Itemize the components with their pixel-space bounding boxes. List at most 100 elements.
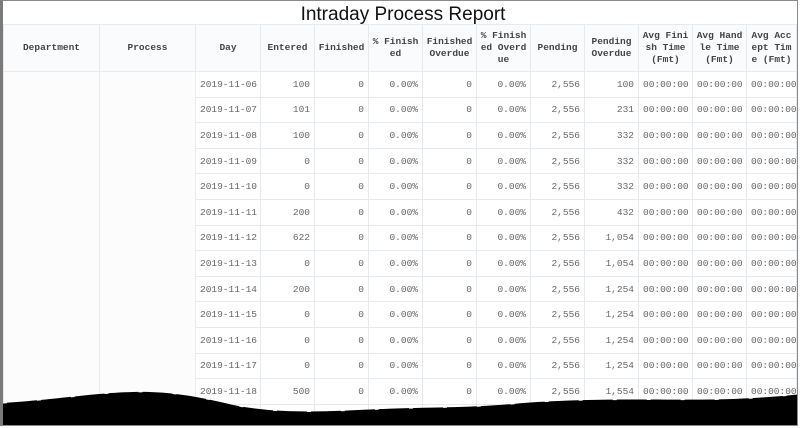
pct-finished-overdue-cell: 0.00% [476, 173, 531, 200]
finished-overdue-cell: 0 [422, 198, 477, 226]
entered-cell: 0 [260, 173, 315, 200]
pending-overdue-cell: 1,254 [584, 275, 639, 303]
day-cell: 2019-11-16 [195, 326, 261, 354]
entered-cell: 100 [260, 71, 315, 98]
avg-handle-time-cell: 00:00:00 [692, 122, 747, 149]
avg-finish-time-cell: 00:00:00 [638, 275, 693, 303]
finished-overdue-cell: 0 [422, 71, 477, 98]
pending-overdue-cell: 1,054 [584, 250, 639, 277]
finished-overdue-cell: 0 [422, 250, 477, 277]
column-header-day[interactable]: Day [195, 24, 261, 72]
column-header-pct-finished-overdue[interactable]: % Finished Overdue [476, 24, 531, 72]
pending-overdue-cell: 1,054 [584, 224, 639, 252]
day-cell: 2019-11-06 [195, 71, 261, 98]
day-cell: 2019-11-07 [195, 96, 261, 124]
avg-handle-time-cell: 00:00:00 [692, 275, 747, 303]
day-cell: 2019-11-10 [195, 173, 261, 200]
table-row: 2019-11-12 622 0 0.00% 0 0.00% 2,556 1,054 00:00… [4, 224, 797, 252]
avg-finish-time-cell: 00:00:00 [638, 301, 693, 328]
column-header-pending-overdue[interactable]: Pending Overdue [584, 24, 639, 72]
entered-cell: 100 [260, 122, 315, 149]
table-row: 2019-11-11 200 0 0.00% 0 0.00% 2,556 432 00:00:0… [4, 198, 797, 226]
avg-handle-time-cell: 00:00:00 [692, 173, 747, 200]
pending-cell: 2,556 [530, 71, 585, 98]
avg-accept-time-cell: 00:00:00 [746, 147, 797, 175]
finished-cell: 0 [314, 301, 369, 328]
torn-edge-decoration [3, 391, 797, 425]
pending-overdue-cell: 332 [584, 122, 639, 149]
avg-accept-time-cell: 00:00:00 [746, 122, 797, 149]
avg-finish-time-cell: 00:00:00 [638, 96, 693, 124]
avg-handle-time-cell: 00:00:00 [692, 326, 747, 354]
column-header-entered[interactable]: Entered [260, 24, 315, 72]
finished-cell: 0 [314, 198, 369, 226]
pct-finished-cell: 0.00% [368, 71, 423, 98]
table-row: 2019-11-18 500 0 0.00% 0 0.00% 2,556 1,554 00:00… [4, 378, 797, 405]
finished-cell: 0 [314, 326, 369, 354]
day-cell: 2019-11-13 [195, 250, 261, 277]
table-row: 2019-11-17 0 0 0.00% 0 0.00% 2,556 1,254 00:00:0… [4, 352, 797, 380]
table-row: 2019-11-10 0 0 0.00% 0 0.00% 2,556 332 00:00:00 0… [4, 173, 797, 200]
column-header-process[interactable]: Process [99, 24, 196, 72]
pct-finished-overdue-cell: 0.00% [476, 224, 531, 252]
pct-finished-overdue-cell: 0.00% [476, 198, 531, 226]
pct-finished-overdue-cell: 0.00% [476, 352, 531, 380]
pct-finished-cell: 0.00% [368, 173, 423, 200]
finished-overdue-cell: 0 [422, 326, 477, 354]
day-cell: 2019-11-15 [195, 301, 261, 328]
entered-cell: 500 [260, 378, 315, 405]
avg-finish-time-cell: 00:00:00 [638, 326, 693, 354]
column-header-pct-finished[interactable]: % Finished [368, 24, 423, 72]
finished-overdue-cell: 0 [422, 378, 477, 405]
avg-accept-time-cell: 00:00:00 [746, 224, 797, 252]
column-header-finished[interactable]: Finished [314, 24, 369, 72]
pct-finished-cell: 0.00% [368, 96, 423, 124]
finished-cell: 0 [314, 122, 369, 149]
column-header-avg-finish-time[interactable]: Avg Finish Time (Fmt) [638, 24, 693, 72]
pending-cell: 2,556 [530, 378, 585, 405]
avg-handle-time-cell: 00:00:00 [692, 352, 747, 380]
pending-cell: 2,556 [530, 198, 585, 226]
finished-cell: 0 [314, 224, 369, 252]
avg-accept-time-cell: 00:00:00 [746, 352, 797, 380]
table-header-row: Department Process Day Entered Finished … [3, 24, 797, 72]
avg-finish-time-cell: 00:00:00 [638, 224, 693, 252]
pending-cell: 2,556 [530, 352, 585, 380]
pct-finished-cell: 0.00% [368, 378, 423, 405]
avg-finish-time-cell: 00:00:00 [638, 250, 693, 277]
pending-cell: 2,556 [530, 122, 585, 149]
table-row: 2019-11-09 0 0 0.00% 0 0.00% 2,556 332 00:00:00 0… [4, 147, 797, 175]
pct-finished-overdue-cell: 0.00% [476, 301, 531, 328]
pct-finished-overdue-cell: 0.00% [476, 275, 531, 303]
column-header-department[interactable]: Department [3, 24, 100, 72]
avg-handle-time-cell: 00:00:00 [692, 301, 747, 328]
pending-overdue-cell: 1,254 [584, 301, 639, 328]
finished-overdue-cell: 0 [422, 224, 477, 252]
column-header-pending[interactable]: Pending [530, 24, 585, 72]
table-row: 2019-11-13 0 0 0.00% 0 0.00% 2,556 1,054 00:00:0… [4, 250, 797, 277]
pct-finished-overdue-cell: 0.00% [476, 250, 531, 277]
pending-cell: 2,556 [530, 326, 585, 354]
avg-handle-time-cell: 00:00:00 [692, 96, 747, 124]
avg-finish-time-cell: 00:00:00 [638, 147, 693, 175]
column-header-avg-accept-time[interactable]: Avg Accept Time (Fmt) [746, 24, 797, 72]
pending-cell: 2,556 [530, 301, 585, 328]
avg-handle-time-cell: 00:00:00 [692, 147, 747, 175]
pct-finished-cell: 0.00% [368, 198, 423, 226]
entered-cell: 0 [260, 301, 315, 328]
table-row: 2019-11-06 100 0 0.00% 0 0.00% 2,556 100 00:00:0… [3, 70, 797, 425]
avg-finish-time-cell: 00:00:00 [638, 71, 693, 98]
column-header-finished-overdue[interactable]: Finished Overdue [422, 24, 477, 72]
entered-cell: 0 [260, 147, 315, 175]
entered-cell: 0 [260, 250, 315, 277]
pct-finished-overdue-cell: 0.00% [476, 96, 531, 124]
pct-finished-cell: 0.00% [368, 224, 423, 252]
pct-finished-cell: 0.00% [368, 122, 423, 149]
table-row: 2019-11-16 0 0 0.00% 0 0.00% 2,556 1,254 00:00:0… [4, 326, 797, 354]
pending-overdue-cell: 1,254 [584, 326, 639, 354]
pending-overdue-cell: 332 [584, 173, 639, 200]
day-cell: 2019-11-09 [195, 147, 261, 175]
avg-handle-time-cell: 00:00:00 [692, 250, 747, 277]
entered-cell: 200 [260, 198, 315, 226]
column-header-avg-handle-time[interactable]: Avg Handle Time (Fmt) [692, 24, 747, 72]
